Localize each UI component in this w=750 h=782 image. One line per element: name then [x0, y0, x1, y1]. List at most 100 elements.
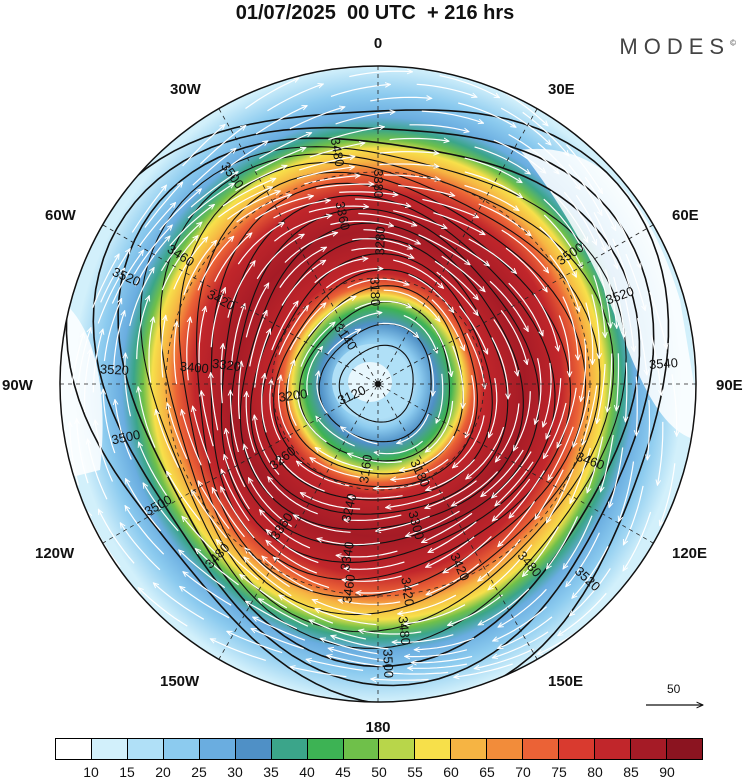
colorbar-swatch	[451, 739, 488, 759]
wind-streamline	[338, 600, 401, 605]
contour-label: 3520	[100, 361, 130, 377]
wind-streamline	[349, 71, 412, 78]
weak-wind-region-east	[520, 148, 696, 440]
wind-streamline	[180, 586, 230, 619]
wind-streamline	[97, 268, 124, 324]
wind-streamline	[464, 375, 475, 437]
wind-streamline	[266, 530, 319, 564]
wind-streamline	[379, 164, 440, 167]
wind-streamline	[422, 512, 473, 544]
wind-streamline	[224, 454, 250, 510]
wind-streamline	[255, 105, 307, 135]
wind-streamline	[259, 133, 311, 160]
wind-streamline	[498, 500, 536, 546]
lon-label-30w: 30W	[170, 81, 202, 98]
wind-streamline	[585, 302, 593, 365]
wind-streamline	[296, 461, 350, 487]
wind-streamline	[398, 184, 455, 196]
wind-streamline	[347, 278, 410, 289]
wind-streamline	[279, 595, 334, 624]
wind-streamline	[88, 439, 108, 500]
wind-streamline	[613, 276, 625, 337]
wind-streamline	[565, 144, 602, 194]
wind-streamline	[539, 226, 577, 277]
wind-streamline	[95, 420, 114, 482]
wind-streamline	[160, 315, 166, 378]
wind-streamline	[492, 631, 549, 658]
wind-streamline	[398, 594, 457, 614]
wind-streamline	[289, 303, 326, 351]
wind-streamline	[198, 306, 206, 366]
wind-streamline	[245, 548, 290, 588]
lat-lon-grid	[60, 66, 696, 702]
wind-streamline	[253, 616, 306, 641]
wind-streamline	[274, 215, 331, 242]
wind-streamline	[251, 628, 304, 650]
wind-streamline	[379, 152, 439, 154]
lon-label-120e: 120E	[672, 545, 707, 562]
wind-streamline	[315, 608, 377, 626]
wind-streamline	[289, 107, 345, 130]
wind-streamline	[182, 410, 202, 466]
contour-label: 3460	[339, 573, 358, 604]
wind-streamline	[563, 515, 593, 569]
wind-streamline	[197, 236, 234, 291]
wind-streamline	[148, 317, 154, 383]
wind-streamline	[609, 447, 624, 508]
wind-streamline	[400, 435, 455, 471]
wind-streamline	[358, 212, 417, 226]
wind-streamline	[327, 655, 383, 667]
wind-streamline	[199, 125, 246, 165]
wind-streamline	[489, 378, 498, 438]
wind-streamline	[195, 549, 239, 586]
wind-streamline	[83, 349, 91, 412]
wind-streamline	[300, 322, 335, 367]
wind-streamline	[235, 165, 288, 192]
wind-streamline	[351, 247, 414, 259]
colorbar-swatch	[127, 739, 164, 759]
wind-streamline	[422, 198, 478, 219]
colorbar-tick-label: 15	[119, 764, 135, 780]
wind-streamline	[657, 421, 664, 485]
wind-streamline	[468, 238, 517, 274]
lon-label-150w: 150W	[160, 673, 200, 690]
wind-streamline	[582, 385, 598, 445]
wind-streamline	[433, 212, 485, 235]
colorbar-tick-label: 85	[623, 764, 639, 780]
wind-streamline	[342, 575, 402, 581]
wind-streamline	[337, 313, 382, 333]
contour-label: 3280	[372, 226, 388, 255]
wind-streamline	[355, 198, 411, 206]
wind-streamline	[543, 198, 583, 250]
wind-streamline	[286, 360, 297, 427]
wind-streamline	[414, 637, 475, 650]
contour-label: 3300	[405, 509, 427, 541]
wind-streamline	[103, 389, 116, 454]
wind-streamline	[637, 317, 647, 375]
wind-streamline	[452, 345, 464, 409]
wind-streamline	[153, 583, 205, 620]
wind-streamline	[522, 526, 559, 577]
wind-streamline	[619, 461, 635, 522]
wind-streamlines	[70, 66, 677, 680]
wind-streamline	[439, 234, 490, 266]
map-border	[59, 65, 697, 703]
wind-streamline	[138, 387, 156, 448]
wind-speed-colorbar	[55, 738, 703, 760]
contour-label: 3540	[649, 355, 679, 372]
wind-streamline	[651, 335, 662, 395]
wind-streamline	[436, 271, 478, 315]
wind-streamline	[173, 237, 208, 290]
colorbar-tick-label: 70	[515, 764, 531, 780]
wind-streamline	[448, 594, 503, 626]
wind-streamline	[439, 74, 500, 98]
colorbar-swatch	[235, 739, 272, 759]
wind-streamline	[336, 550, 398, 557]
wind-streamline	[76, 328, 91, 391]
wind-streamline	[491, 337, 508, 400]
wind-streamline	[156, 410, 180, 468]
wind-streamline	[647, 400, 649, 460]
wind-streamline	[133, 225, 172, 275]
wind-streamline	[92, 329, 103, 393]
wind-streamline	[562, 296, 578, 360]
